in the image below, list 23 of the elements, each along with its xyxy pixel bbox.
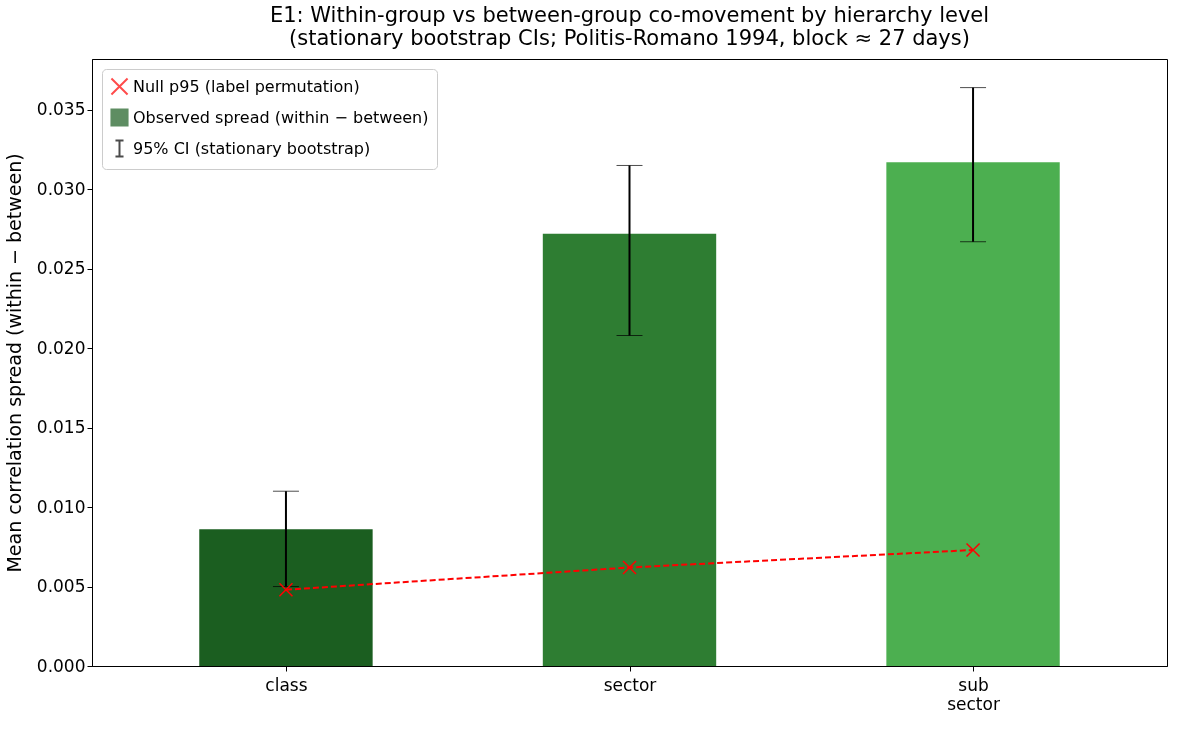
bar: [542, 233, 717, 666]
y-tick-label: 0.025: [36, 258, 86, 279]
y-tick-label: 0.030: [36, 178, 86, 199]
bar: [886, 162, 1060, 666]
y-tick-label: 0.005: [36, 576, 86, 597]
bar: [199, 529, 373, 666]
point: [965, 542, 981, 558]
y-tick-label: 0.035: [36, 99, 86, 120]
chart-title: E1: Within-group vs between-group co-movement by hierarchy level: [269, 3, 990, 27]
y-axis-title: Mean correlation spread (within − between): [2, 153, 25, 573]
x-tick-label: class: [265, 674, 308, 695]
x-tick-label: sector: [603, 674, 657, 695]
point: [622, 560, 637, 575]
annotation: 95% CI (stationary bootstrap): [133, 138, 371, 158]
point: [278, 582, 294, 597]
legend-label: Observed spread (within − between): [133, 107, 429, 127]
y-tick-label: 0.020: [36, 337, 86, 358]
chart-subtitle: (stationary bootstrap CIs; Politis-Romano 1994, block ≈ 27 days): [289, 26, 970, 50]
y-tick-label: 0.010: [36, 496, 86, 517]
legend-label: Null p95 (label permutation): [133, 76, 360, 96]
y-tick-label: 0.015: [36, 417, 86, 438]
x-tick-label: sub sector: [947, 674, 1000, 714]
y-tick-label: 0.000: [36, 655, 86, 676]
